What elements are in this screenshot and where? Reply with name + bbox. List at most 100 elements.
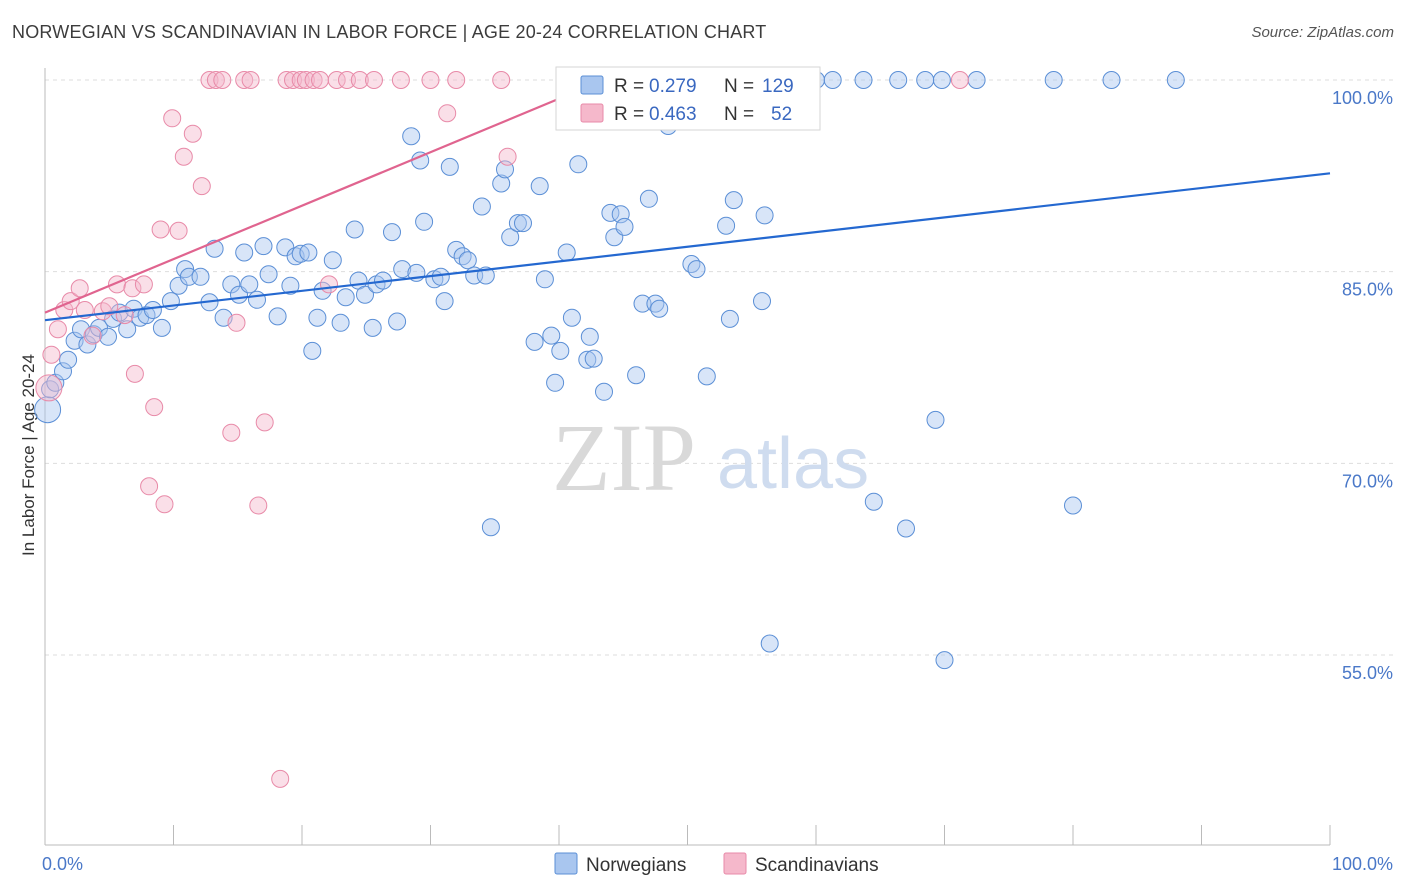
scandinavian-point-34 — [277, 71, 296, 89]
norwegian-point-105 — [755, 206, 774, 225]
norwegian-point-70 — [492, 174, 511, 193]
norwegian-point-29 — [235, 243, 254, 262]
norwegian-point-76 — [530, 177, 549, 196]
norwegian-point-73 — [508, 214, 527, 233]
y-tick-label-3: 100.0% — [1332, 88, 1393, 108]
scandinavian-point-26 — [213, 71, 232, 89]
norwegian-point-67 — [472, 197, 491, 216]
norwegian-point-80 — [551, 341, 570, 360]
series-legend: Norwegians Scandinavians — [554, 852, 879, 876]
norwegian-point-108 — [864, 492, 883, 511]
scandinavian-point-36 — [291, 71, 310, 89]
norwegian-point-62 — [440, 157, 459, 176]
legend-n-label-2: N = — [724, 104, 754, 125]
scandinavian-point-25 — [206, 71, 225, 89]
norwegian-point-39 — [299, 243, 318, 262]
scandinavian-point-14 — [134, 275, 153, 294]
legend-r-value-2: 0.463 — [649, 104, 697, 125]
norwegian-point-43 — [323, 251, 342, 270]
scandinavian-point-28 — [227, 313, 246, 332]
scandinavian-point-16 — [145, 398, 164, 417]
scandinavian-point-31 — [249, 496, 268, 515]
scandinavian-point-43 — [350, 71, 369, 89]
norwegian-point-99 — [687, 260, 706, 279]
norwegian-point-117 — [1064, 496, 1082, 515]
norwegian-point-40 — [303, 341, 322, 360]
legend-swatch-scandinavians — [580, 103, 604, 123]
y-axis-title: In Labor Force | Age 20-24 — [19, 354, 38, 556]
scandinavian-point-5 — [70, 279, 89, 298]
norwegian-point-79 — [546, 373, 565, 392]
norwegian-point-104 — [753, 292, 771, 311]
norwegian-point-60 — [431, 267, 450, 286]
norwegian-point-54 — [393, 260, 412, 279]
norwegian-point-34 — [268, 307, 287, 326]
scandinavian-point-15 — [140, 477, 159, 496]
norwegian-point-61 — [435, 292, 454, 311]
watermark-zip: ZIP — [552, 404, 696, 511]
chart-title: NORWEGIAN VS SCANDINAVIAN IN LABOR FORCE… — [12, 22, 767, 42]
scandinavian-point-35 — [284, 71, 302, 89]
norwegian-point-86 — [584, 349, 603, 368]
norwegian-point-72 — [501, 228, 520, 247]
norwegian-point-82 — [562, 308, 581, 327]
legend-swatch-norwegians — [580, 75, 604, 95]
norwegian-point-3 — [54, 362, 72, 381]
norwegian-point-65 — [458, 251, 477, 270]
norwegian-point-78 — [542, 326, 561, 345]
norwegians-trendline — [44, 172, 1331, 322]
norwegian-point-96 — [650, 299, 669, 318]
legend-n-value-2: 52 — [771, 104, 792, 125]
norwegian-point-41 — [308, 308, 327, 327]
legend-r-value-1: 0.279 — [649, 76, 697, 97]
trendlines — [44, 78, 1331, 322]
norwegian-point-77 — [535, 270, 554, 289]
norwegian-point-38 — [291, 244, 310, 263]
norwegian-point-18 — [152, 318, 171, 337]
legend-r-label-1: R = — [614, 76, 644, 97]
scandinavian-point-21 — [174, 147, 193, 166]
norwegian-point-109 — [889, 71, 908, 89]
scandinavian-point-33 — [271, 769, 290, 788]
norwegian-point-58 — [415, 212, 434, 231]
scandinavian-point-24 — [200, 71, 219, 89]
norwegian-point-45 — [336, 288, 355, 307]
scandinavian-point-41 — [327, 71, 346, 89]
scandinavian-point-49 — [492, 71, 511, 89]
norwegian-point-17 — [143, 301, 162, 319]
norwegian-point-74 — [514, 214, 532, 233]
norwegian-point-98 — [682, 255, 701, 273]
norwegian-point-44 — [331, 313, 350, 332]
norwegian-point-107 — [854, 71, 873, 89]
norwegian-point-69 — [481, 518, 500, 537]
scandinavian-point-50 — [498, 147, 517, 166]
norwegian-point-102 — [720, 309, 739, 328]
norwegian-point-33 — [259, 265, 278, 284]
norwegian-point-91 — [615, 217, 634, 236]
scandinavian-point-18 — [155, 495, 174, 514]
norwegian-point-103 — [724, 191, 743, 210]
norwegian-point-31 — [248, 290, 266, 309]
norwegian-point-52 — [383, 223, 401, 242]
norwegian-point-13 — [118, 320, 137, 339]
norwegian-point-63 — [447, 240, 466, 259]
legend-n-value-1: 129 — [762, 76, 794, 97]
scandinavian-point-7 — [83, 326, 102, 345]
scandinavian-point-19 — [163, 109, 182, 128]
x-tick-label-end: 100.0% — [1332, 854, 1393, 874]
scandinavian-point-12 — [123, 279, 142, 298]
norwegian-point-115 — [967, 71, 986, 89]
y-tick-label-0: 55.0% — [1342, 663, 1393, 683]
norwegian-point-20 — [169, 276, 188, 295]
norwegian-point-118 — [1102, 71, 1121, 89]
norwegian-point-42 — [313, 281, 332, 300]
scandinavian-point-27 — [222, 423, 241, 442]
norwegian-point-46 — [345, 220, 364, 239]
norwegian-point-110 — [897, 519, 915, 538]
scandinavian-point-0 — [35, 374, 63, 402]
legend-swatch-bottom-scandinavians — [723, 852, 747, 875]
scandinavian-point-23 — [192, 177, 211, 196]
norwegian-point-4 — [59, 350, 78, 369]
norwegian-point-94 — [639, 189, 658, 208]
